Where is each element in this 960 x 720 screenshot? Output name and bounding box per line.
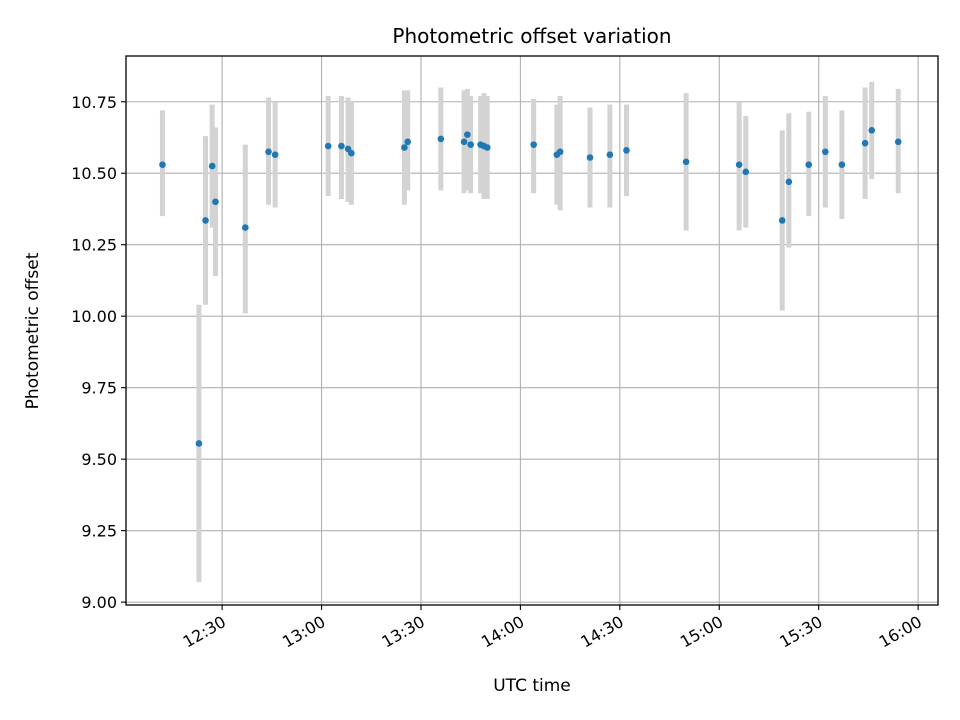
data-point [195,440,203,447]
x-axis-label: UTC time [493,676,571,696]
x-axis-ticks: 12:30 13:00 13:30 14:00 14:30 15:00 15:30 16:00 [180,605,925,652]
data-point [735,161,743,168]
data-point [483,144,491,151]
data-point [242,224,249,231]
data-point [682,158,690,166]
data-point [437,135,445,143]
data-point [265,148,272,156]
x-tick-label: 16:00 [876,612,925,652]
data-point [271,151,279,158]
data-point [606,151,614,158]
data-point [838,161,846,168]
data-point [861,139,869,147]
data-point [586,154,594,161]
data-point [785,178,793,186]
x-tick-label: 15:00 [677,612,726,652]
data-point [460,138,468,146]
data-point [742,168,750,176]
y-tick-label: 9.50 [81,450,117,469]
y-tick-label: 9.25 [81,522,117,541]
x-tick-label: 13:00 [279,612,328,652]
data-point [778,217,786,224]
x-tick-label: 14:30 [577,612,626,652]
y-axis-ticks: 9.00 9.25 9.50 9.75 10.00 10.25 10.50 10.75 [71,93,126,612]
y-tick-label: 10.25 [71,236,117,255]
data-point [404,138,412,146]
data-points [159,127,902,447]
plot-frame [125,55,939,606]
x-tick-label: 14:00 [478,612,527,652]
y-tick-label: 10.50 [71,164,117,183]
data-point [556,148,564,156]
chart-title: Photometric offset variation [392,24,671,48]
x-tick-label: 13:30 [379,612,428,652]
data-point [623,147,630,154]
data-point [338,142,345,150]
data-point [805,161,813,168]
data-point [464,131,471,138]
data-point [208,162,216,170]
y-axis-label: Photometric offset [23,252,43,409]
data-point [324,142,332,150]
data-point [348,149,355,157]
data-point [822,148,829,156]
data-point [868,127,876,134]
y-tick-label: 9.75 [81,379,117,398]
data-point [401,144,408,151]
data-point [894,138,902,146]
y-tick-label: 9.00 [81,593,117,612]
y-tick-label: 10.00 [71,307,117,326]
y-tick-label: 10.75 [71,93,117,112]
data-point [202,217,209,224]
x-tick-label: 15:30 [776,612,825,652]
data-point [530,141,537,148]
data-point [212,198,219,206]
data-point [159,161,166,168]
x-tick-label: 12:30 [180,612,229,652]
grid [126,56,938,605]
data-point [467,141,474,148]
